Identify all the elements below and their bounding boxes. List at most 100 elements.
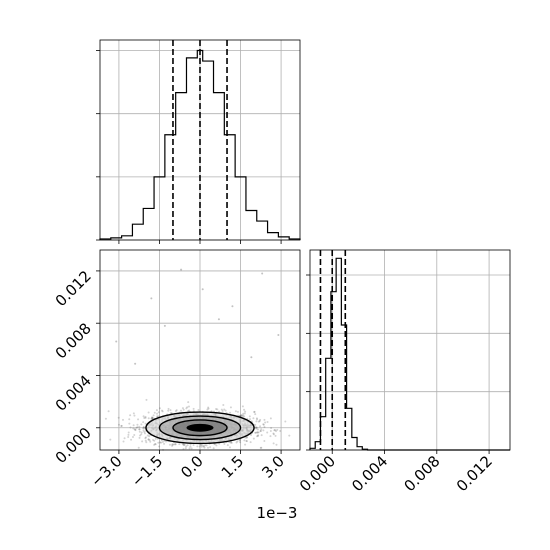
scatter-point	[136, 426, 139, 429]
scatter-point	[144, 416, 147, 419]
scatter-point	[257, 420, 260, 423]
scatter-point	[254, 426, 257, 429]
quantile-lines	[319, 250, 347, 450]
scatter-point	[249, 441, 252, 444]
scatter-point	[204, 444, 207, 447]
scatter-point	[138, 430, 141, 433]
scatter-point	[142, 421, 145, 424]
scatter-point	[144, 422, 147, 425]
contour-line	[158, 415, 242, 441]
axis-ticks	[96, 50, 282, 244]
scatter-point	[229, 441, 232, 444]
scatter-point	[143, 416, 146, 419]
panel-grid	[310, 250, 510, 451]
scatter-point	[252, 437, 255, 440]
scatter-point	[212, 447, 215, 450]
scatter-point	[174, 443, 177, 446]
x-offset-label: 1e−3	[257, 504, 298, 522]
scatter-point	[244, 410, 247, 413]
scatter-point	[140, 431, 143, 434]
density-contours	[145, 411, 255, 445]
scatter-point	[255, 420, 258, 423]
scatter-point	[181, 443, 184, 446]
scatter-point	[168, 443, 171, 446]
scatter-point	[255, 426, 258, 429]
scatter-point	[207, 446, 210, 449]
x-tick-labels: 0.000 0.004 0.008 0.012	[296, 452, 496, 495]
scatter-point	[256, 428, 259, 431]
scatter-point	[215, 444, 218, 447]
scatter-point	[205, 444, 208, 447]
scatter-point	[249, 418, 251, 421]
scatter-point	[144, 437, 147, 440]
scatter-point	[150, 417, 153, 420]
scatter-point	[189, 445, 192, 448]
scatter-point	[129, 426, 132, 429]
scatter-point	[272, 442, 275, 445]
scatter-point	[197, 409, 200, 412]
scatter-point	[156, 412, 159, 415]
x-tick-label: 0.012	[453, 452, 496, 495]
scatter-point	[131, 436, 134, 439]
scatter-point	[156, 415, 159, 418]
scatter-point	[199, 444, 202, 447]
scatter-point	[243, 415, 246, 418]
scatter-point	[218, 410, 220, 413]
scatter-point	[259, 430, 262, 433]
scatter-point	[147, 438, 150, 441]
scatter-point	[120, 424, 123, 427]
scatter-point	[133, 414, 136, 417]
scatter-point	[255, 431, 258, 434]
contour-line	[172, 419, 228, 437]
scatter-point	[157, 441, 160, 444]
scatter-point	[136, 423, 139, 426]
panel-marginal-y: 0.000 0.004 0.008 0.012	[296, 249, 511, 495]
scatter-point	[160, 439, 163, 442]
scatter-point	[132, 427, 135, 430]
scatter-point	[202, 445, 205, 447]
scatter-point	[142, 427, 145, 430]
scatter-point	[272, 432, 275, 435]
scatter-point	[147, 438, 150, 441]
scatter-point	[245, 436, 248, 439]
scatter-point	[256, 431, 259, 434]
scatter-point	[161, 441, 164, 443]
scatter-point	[192, 407, 195, 410]
scatter-point	[171, 443, 174, 446]
scatter-point	[253, 410, 256, 413]
scatter-point	[223, 408, 226, 411]
scatter-point	[276, 428, 279, 431]
scatter-point	[260, 434, 263, 437]
panel-frame	[309, 249, 511, 451]
scatter-point	[288, 434, 291, 437]
scatter-point	[142, 426, 145, 429]
scatter-point	[242, 412, 245, 415]
scatter-point	[117, 423, 120, 426]
scatter-point	[150, 297, 153, 300]
scatter-point	[134, 429, 137, 432]
scatter-point	[257, 431, 260, 434]
scatter-point	[217, 318, 220, 321]
scatter-point	[186, 444, 189, 447]
scatter-point	[187, 401, 190, 404]
scatter-point	[224, 409, 227, 412]
x-tick-label: −3.0	[87, 452, 125, 490]
scatter-point	[243, 439, 246, 442]
scatter-point	[255, 426, 258, 429]
scatter-point	[184, 447, 187, 450]
scatter-point	[150, 417, 153, 420]
scatter-point	[132, 412, 135, 415]
scatter-point	[214, 443, 217, 446]
scatter-point	[262, 429, 265, 432]
y-tick-labels: 0.000 0.004 0.008 0.012	[52, 267, 95, 467]
scatter-point	[243, 412, 246, 415]
scatter-point	[140, 433, 143, 436]
x-tick-label: 3.0	[258, 452, 288, 482]
scatter-point	[188, 447, 191, 450]
scatter-point	[220, 408, 223, 411]
scatter-point	[134, 362, 137, 365]
scatter-point	[241, 405, 244, 408]
scatter-point	[263, 439, 266, 442]
scatter-point	[263, 418, 266, 421]
scatter-point	[240, 413, 243, 416]
